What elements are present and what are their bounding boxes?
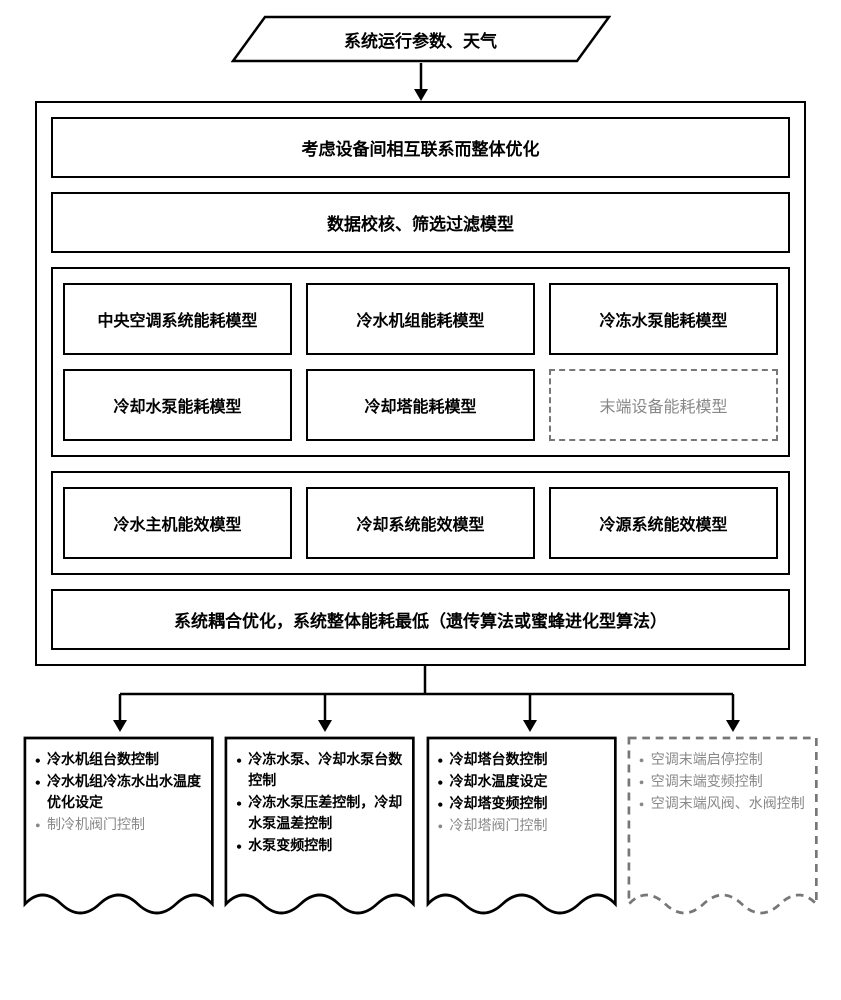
- output-chiller-control: 冷水机组台数控制 冷水机组冷冻水出水温度优化设定 制冷机阀门控制: [23, 736, 214, 926]
- model-cooling-pump: 冷却水泵能耗模型: [63, 369, 292, 441]
- parallelogram-shape: [231, 15, 611, 63]
- list-item: 冷却塔台数控制: [438, 750, 607, 771]
- list-item: 空调末端启停控制: [639, 750, 808, 771]
- list-item: 水泵变频控制: [236, 836, 405, 857]
- model-chiller: 冷水机组能耗模型: [306, 283, 535, 355]
- efficiency-models-group: 冷水主机能效模型 冷却系统能效模型 冷源系统能效模型: [51, 471, 790, 575]
- list-item: 冷水机组台数控制: [35, 750, 204, 771]
- eff-cold-source: 冷源系统能效模型: [549, 487, 778, 559]
- step-label: 考虑设备间相互联系而整体优化: [302, 140, 540, 159]
- energy-models-group: 中央空调系统能耗模型 冷水机组能耗模型 冷冻水泵能耗模型 冷却水泵能耗模型 冷却…: [51, 267, 790, 457]
- eff-chiller: 冷水主机能效模型: [63, 487, 292, 559]
- branch-arrows: [15, 666, 835, 736]
- list-item: 空调末端变频控制: [639, 772, 808, 793]
- output-pump-control: 冷冻水泵、冷却水泵台数控制 冷冻水泵压差控制，冷却水泵温差控制 水泵变频控制: [224, 736, 415, 926]
- model-chilled-pump: 冷冻水泵能耗模型: [549, 283, 778, 355]
- output-list: 冷却塔台数控制 冷却水温度设定 冷却塔变频控制 冷却塔阀门控制: [438, 750, 607, 837]
- output-cards-row: 冷水机组台数控制 冷水机组冷冻水出水温度优化设定 制冷机阀门控制 冷冻水泵、冷却…: [15, 736, 826, 926]
- step-optimization-overview: 考虑设备间相互联系而整体优化: [51, 117, 790, 178]
- step-label: 数据校核、筛选过滤模型: [327, 215, 514, 234]
- output-list: 冷冻水泵、冷却水泵台数控制 冷冻水泵压差控制，冷却水泵温差控制 水泵变频控制: [236, 750, 405, 857]
- output-list: 空调末端启停控制 空调末端变频控制 空调末端风阀、水阀控制: [639, 750, 808, 815]
- output-terminal-control: 空调末端启停控制 空调末端变频控制 空调末端风阀、水阀控制: [627, 736, 818, 926]
- arrow-input-to-main: [15, 63, 826, 101]
- list-item: 冷却水温度设定: [438, 772, 607, 793]
- step-label: 系统耦合优化，系统整体能耗最低（遗传算法或蜜蜂进化型算法）: [174, 612, 667, 631]
- step-coupled-optimization: 系统耦合优化，系统整体能耗最低（遗传算法或蜜蜂进化型算法）: [51, 589, 790, 650]
- output-tower-control: 冷却塔台数控制 冷却水温度设定 冷却塔变频控制 冷却塔阀门控制: [426, 736, 617, 926]
- eff-cooling-system: 冷却系统能效模型: [306, 487, 535, 559]
- main-process-container: 考虑设备间相互联系而整体优化 数据校核、筛选过滤模型 中央空调系统能耗模型 冷水…: [35, 101, 806, 666]
- input-node: 系统运行参数、天气: [231, 15, 611, 63]
- list-item: 冷却塔变频控制: [438, 794, 607, 815]
- model-hvac-system: 中央空调系统能耗模型: [63, 283, 292, 355]
- list-item: 空调末端风阀、水阀控制: [639, 794, 808, 815]
- model-cooling-tower: 冷却塔能耗模型: [306, 369, 535, 441]
- model-terminal-device: 末端设备能耗模型: [549, 369, 778, 441]
- step-data-filter: 数据校核、筛选过滤模型: [51, 192, 790, 253]
- list-item: 冷冻水泵压差控制，冷却水泵温差控制: [236, 793, 405, 835]
- list-item: 冷冻水泵、冷却水泵台数控制: [236, 750, 405, 792]
- list-item: 制冷机阀门控制: [35, 815, 204, 836]
- output-list: 冷水机组台数控制 冷水机组冷冻水出水温度优化设定 制冷机阀门控制: [35, 750, 204, 836]
- list-item: 冷水机组冷冻水出水温度优化设定: [35, 772, 204, 814]
- list-item: 冷却塔阀门控制: [438, 816, 607, 837]
